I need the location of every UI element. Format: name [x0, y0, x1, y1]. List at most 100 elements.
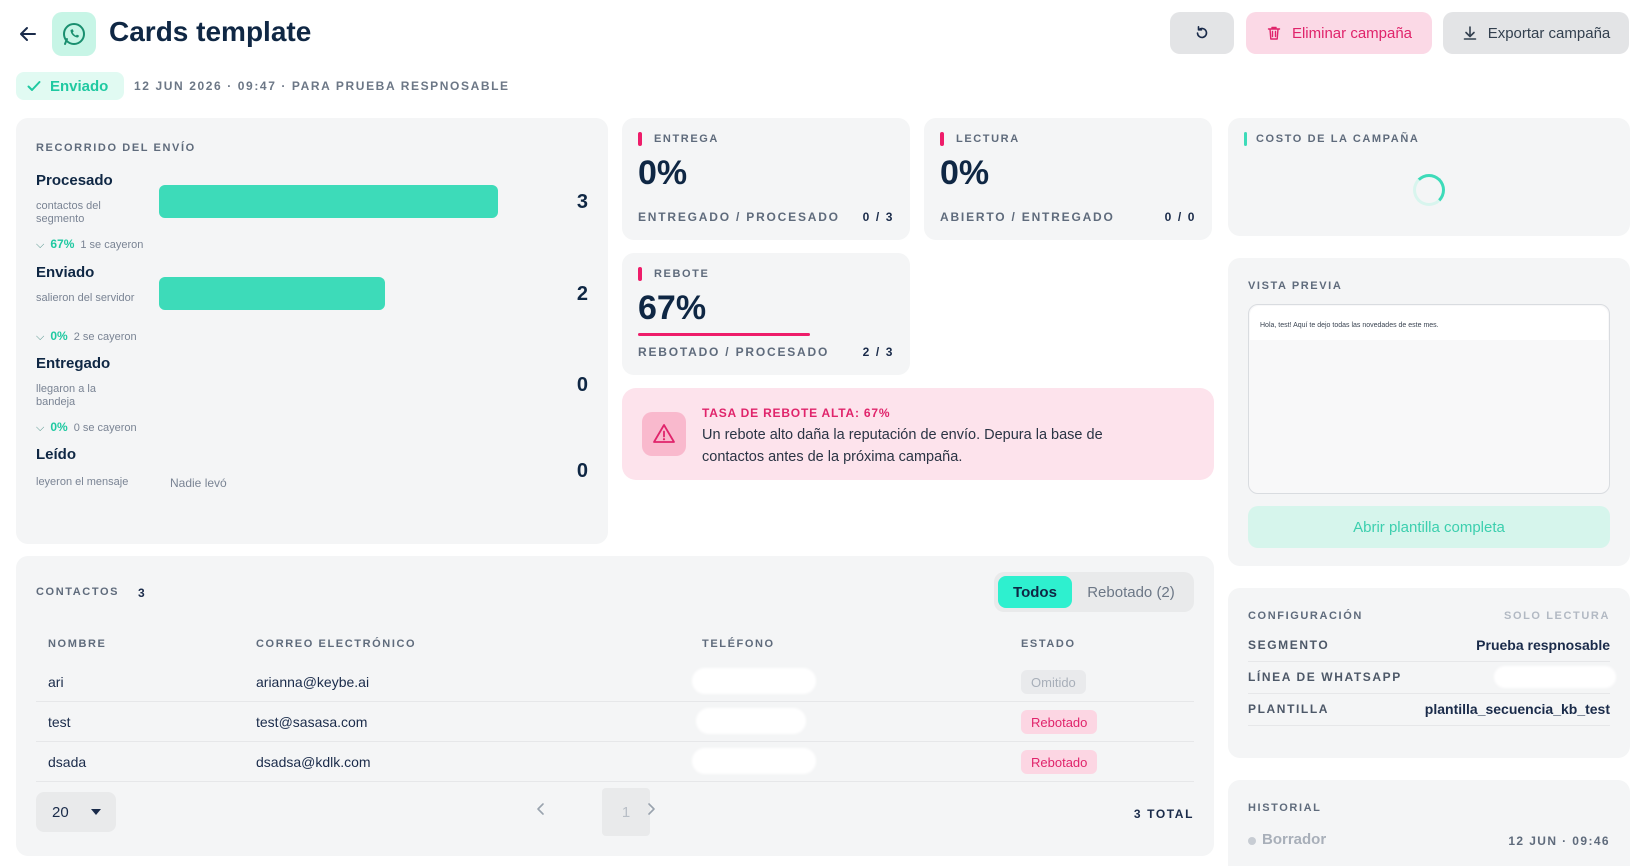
caret-down-icon — [90, 809, 101, 815]
table-row[interactable]: test test@sasasa.com Rebotado — [36, 700, 1194, 742]
delete-campaign-button[interactable]: Eliminar campaña — [1246, 12, 1432, 54]
cost-label: COSTO DE LA CAMPAÑA — [1256, 133, 1420, 145]
contacts-card: CONTACTOS 3 Todos Rebotado (2) NOMBRE CO… — [16, 556, 1214, 856]
total-count: 3 TOTAL — [1133, 807, 1194, 821]
status-badge: Rebotado — [1021, 750, 1098, 774]
stage-sub: salieron del servidor — [36, 292, 135, 304]
trash-icon — [1267, 26, 1281, 40]
contact-email: test@sasasa.com — [256, 714, 368, 730]
config-value: plantilla_secuencia_kb_test — [1424, 701, 1610, 717]
metric-label: LECTURA — [956, 133, 1020, 145]
page-number-button[interactable]: 1 — [602, 788, 650, 836]
bounce-alert: TASA DE REBOTE ALTA: 67% Un rebote alto … — [622, 388, 1214, 480]
contacts-filter: Todos Rebotado (2) — [994, 572, 1194, 612]
history-date: 12 JUN · 09:46 — [1508, 834, 1610, 848]
drop-indicator: ⌵ 67% 1 se cayeron — [36, 237, 143, 252]
config-row-line: LÍNEA DE WHATSAPP — [1248, 660, 1616, 694]
chevron-down-icon: ⌵ — [36, 422, 45, 434]
stage-name: Leído — [36, 446, 76, 463]
config-card: CONFIGURACIÓN SOLO LECTURA SEGMENTO Prue… — [1228, 588, 1630, 758]
stage-name: Entregado — [36, 355, 111, 372]
cost-marker — [1244, 132, 1247, 146]
redacted-phone — [696, 708, 806, 734]
stage-sub: leyeron el mensaje — [36, 476, 129, 488]
status-badge: Omitido — [1021, 670, 1086, 694]
journey-title: RECORRIDO DEL ENVÍO — [36, 142, 196, 154]
contacts-title: CONTACTOS — [36, 586, 120, 598]
config-key: SEGMENTO — [1248, 638, 1330, 652]
export-campaign-button[interactable]: Exportar campaña — [1443, 12, 1629, 54]
campaign-cost-card: COSTO DE LA CAMPAÑA — [1228, 118, 1630, 236]
alert-body: Un rebote alto daña la reputación de env… — [702, 427, 1103, 465]
redacted-phone — [692, 668, 816, 694]
config-key: PLANTILLA — [1248, 702, 1330, 716]
history-card: HISTORIAL Borrador 12 JUN · 09:46 — [1228, 780, 1630, 866]
refresh-button[interactable] — [1170, 12, 1234, 54]
check-icon — [27, 81, 41, 91]
contact-name: test — [48, 714, 71, 730]
stage-value: 2 — [576, 283, 588, 305]
chevron-down-icon: ⌵ — [36, 331, 45, 343]
export-label: Exportar campaña — [1487, 24, 1611, 42]
metric-underline — [638, 333, 810, 336]
drop-indicator: ⌵ 0% 0 se cayeron — [36, 420, 137, 435]
preview-message: Hola, test! Aquí te dejo todas las noved… — [1250, 306, 1608, 340]
status-badge: Enviado — [16, 72, 124, 100]
drop-text: 2 se cayeron — [73, 331, 137, 343]
metric-value: 0% — [940, 154, 990, 192]
metric-sub: ENTREGADO / PROCESADO — [638, 210, 840, 224]
table-row[interactable]: dsada dsadsa@kdlk.com Rebotado — [36, 740, 1194, 782]
metric-marker — [940, 132, 944, 146]
metric-sub: ABIERTO / ENTREGADO — [940, 210, 1115, 224]
alert-title: TASA DE REBOTE ALTA: 67% — [702, 406, 891, 420]
column-header-status: ESTADO — [1021, 638, 1076, 650]
metric-ratio: 0 / 3 — [862, 210, 894, 224]
metric-value: 67% — [638, 289, 707, 327]
filter-all-tab[interactable]: Todos — [998, 576, 1072, 608]
nobody-read-note: Nadie levó — [170, 476, 227, 490]
preview-frame: Hola, test! Aquí te dejo todas las noved… — [1248, 304, 1610, 494]
delivery-journey-card: RECORRIDO DEL ENVÍO Procesado contactos … — [16, 118, 608, 544]
refresh-icon — [1196, 26, 1208, 39]
metric-marker — [638, 132, 642, 146]
config-row-template: PLANTILLA plantilla_secuencia_kb_test — [1248, 692, 1610, 726]
status-label: Enviado — [50, 77, 109, 95]
stage-sub: contactos del segmento — [36, 200, 101, 225]
table-row[interactable]: ari arianna@keybe.ai Omitido — [36, 660, 1194, 702]
delivery-metric-card: ENTREGA 0% ENTREGADO / PROCESADO 0 / 3 — [622, 118, 910, 240]
metric-label: ENTREGA — [654, 133, 719, 145]
loading-spinner-icon — [1413, 174, 1445, 206]
bounce-metric-card: REBOTE 67% REBOTADO / PROCESADO 2 / 3 — [622, 253, 910, 375]
read-metric-card: LECTURA 0% ABIERTO / ENTREGADO 0 / 0 — [924, 118, 1212, 240]
column-header-email: CORREO ELECTRÓNICO — [256, 638, 417, 650]
contact-email: arianna@keybe.ai — [256, 674, 370, 690]
open-template-button[interactable]: Abrir plantilla completa — [1248, 506, 1610, 548]
arrow-left-icon — [20, 27, 36, 41]
history-dot — [1248, 837, 1256, 845]
history-title: HISTORIAL — [1248, 802, 1322, 814]
contact-name: dsada — [48, 754, 87, 770]
config-key: LÍNEA DE WHATSAPP — [1248, 670, 1402, 684]
next-page-button[interactable] — [646, 802, 656, 821]
page-size-value: 20 — [52, 803, 69, 821]
metric-marker — [638, 267, 642, 281]
page-size-select[interactable]: 20 — [36, 792, 116, 832]
metric-ratio: 0 / 0 — [1164, 210, 1196, 224]
stage-bar — [159, 185, 498, 218]
filter-bounced-tab[interactable]: Rebotado (2) — [1087, 583, 1175, 601]
readonly-label: SOLO LECTURA — [1504, 610, 1610, 622]
preview-label: VISTA PREVIA — [1248, 280, 1343, 292]
back-button[interactable] — [14, 20, 42, 48]
metric-sub: REBOTADO / PROCESADO — [638, 345, 830, 359]
prev-page-button[interactable] — [536, 802, 546, 821]
delete-label: Eliminar campaña — [1291, 24, 1413, 42]
stage-value: 0 — [576, 460, 588, 482]
download-icon — [1463, 26, 1477, 40]
stage-name: Procesado — [36, 172, 113, 189]
chevron-left-icon — [537, 803, 544, 815]
campaign-meta: 12 JUN 2026 · 09:47 · PARA PRUEBA RESPNO… — [134, 79, 510, 93]
drop-pct: 0% — [50, 420, 68, 434]
chevron-down-icon: ⌵ — [36, 239, 45, 251]
drop-text: 1 se cayeron — [80, 239, 144, 251]
stage-name: Enviado — [36, 264, 95, 281]
